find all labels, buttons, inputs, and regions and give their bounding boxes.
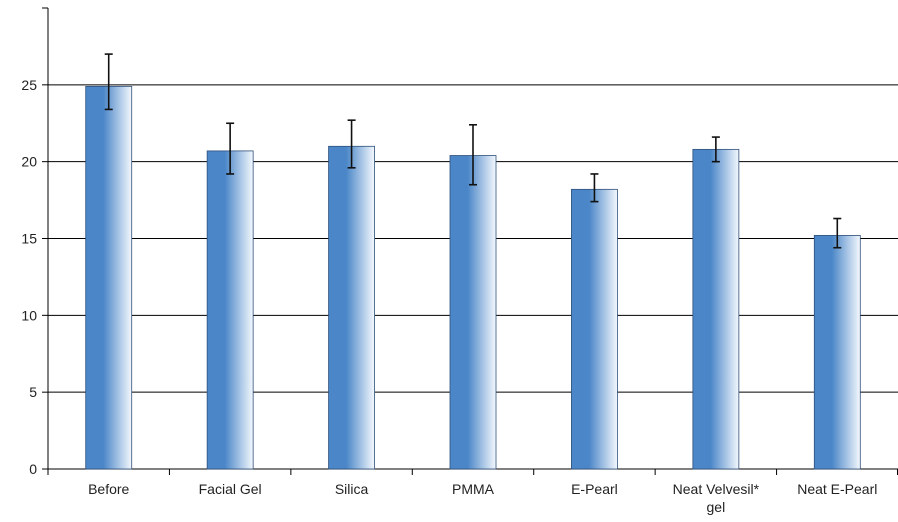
x-tick-label-line: Neat Velvesil* xyxy=(673,481,760,497)
y-tick-label: 0 xyxy=(29,461,37,477)
error-bars xyxy=(104,53,842,249)
x-tick-label-line: PMMA xyxy=(452,481,495,497)
y-tick-label: 20 xyxy=(21,154,37,170)
axis-labels: 0 5 10 15 20 25 Before Facial Gel Silica PMMA E-Pe… xyxy=(21,77,877,515)
x-tick-label: Neat Velvesil* gel xyxy=(673,481,760,515)
x-tick-label-line: Before xyxy=(88,481,129,497)
bar xyxy=(206,150,254,470)
x-tick-label: Facial Gel xyxy=(199,481,262,497)
y-tick-label: 25 xyxy=(21,77,37,93)
bars xyxy=(85,85,861,470)
x-tick-label-line: Facial Gel xyxy=(199,481,262,497)
x-tick-label-line: Neat E-Pearl xyxy=(797,481,877,497)
bar xyxy=(813,235,861,470)
x-tick-label: Silica xyxy=(335,481,369,497)
x-tick-label: E-Pearl xyxy=(571,481,618,497)
x-tick-label: Neat E-Pearl xyxy=(797,481,877,497)
bar xyxy=(85,85,133,470)
y-tick-label: 15 xyxy=(21,231,37,247)
bar xyxy=(449,155,497,470)
bar xyxy=(571,188,618,470)
bar xyxy=(328,145,375,470)
x-tick-label: PMMA xyxy=(452,481,495,497)
x-tick-label-line: gel xyxy=(707,499,726,515)
x-tick-label-line: E-Pearl xyxy=(571,481,618,497)
bar xyxy=(692,148,740,470)
x-tick-label-line: Silica xyxy=(335,481,369,497)
y-tick-label: 10 xyxy=(21,307,37,323)
x-tick-label: Before xyxy=(88,481,129,497)
y-tick-label: 5 xyxy=(29,384,37,400)
